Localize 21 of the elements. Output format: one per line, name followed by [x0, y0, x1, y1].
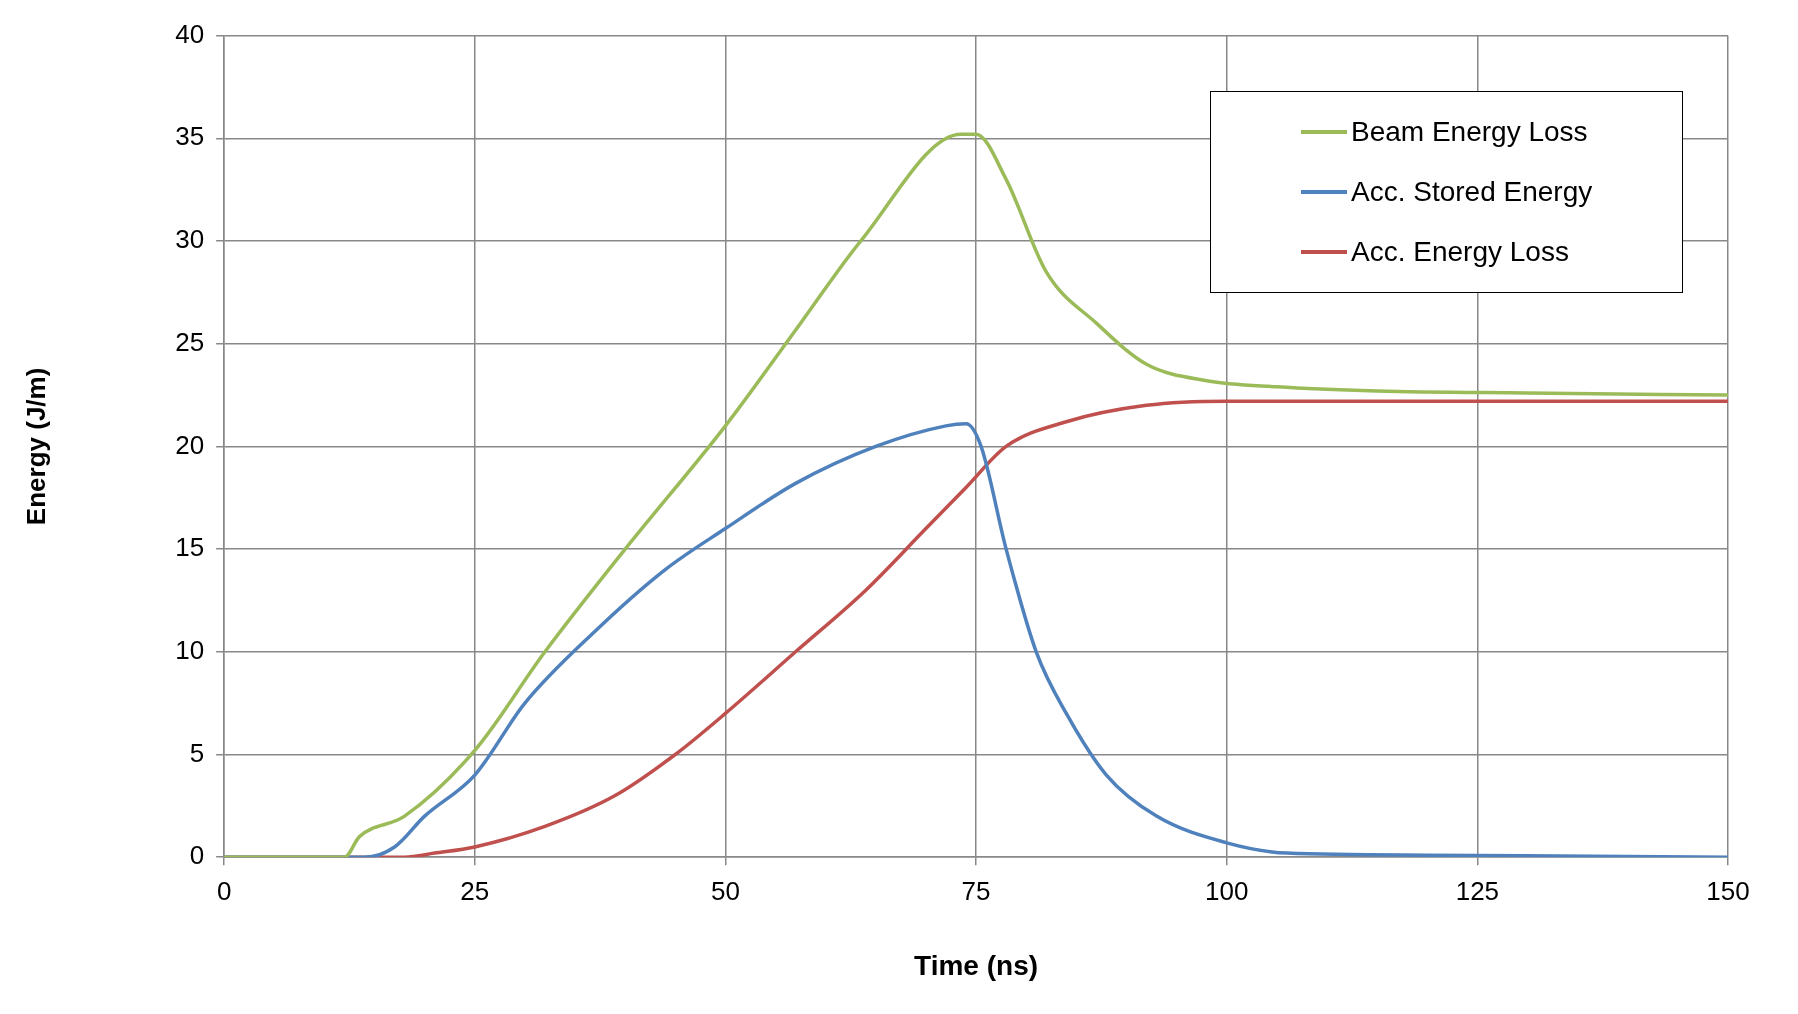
y-axis-title: Energy (J/m) [20, 367, 51, 526]
legend-label: Beam Energy Loss [1351, 115, 1588, 148]
x-tick-label: 150 [1706, 875, 1750, 906]
y-tick-label: 40 [175, 18, 205, 49]
y-tick-label: 10 [175, 634, 205, 665]
x-tick-label: 125 [1455, 875, 1500, 906]
y-tick-label: 30 [175, 224, 205, 255]
x-tick-label: 75 [961, 875, 991, 906]
y-tick-label: 15 [175, 532, 205, 563]
legend-label: Acc. Stored Energy [1351, 175, 1593, 208]
x-tick-label: 100 [1205, 875, 1249, 906]
x-tick-label: 50 [710, 875, 740, 906]
y-tick-label: 5 [189, 737, 205, 768]
x-tick-label: 25 [460, 875, 490, 906]
y-tick-label: 0 [189, 840, 205, 871]
y-tick-label: 25 [175, 326, 205, 357]
x-axis-title: Time (ns) [914, 949, 1039, 981]
y-tick-label: 20 [175, 429, 205, 460]
legend-label: Acc. Energy Loss [1351, 235, 1569, 268]
x-tick-label: 0 [216, 875, 232, 906]
y-tick-label: 35 [175, 121, 205, 152]
